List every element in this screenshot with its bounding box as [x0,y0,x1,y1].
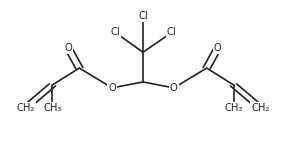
Text: CH₂: CH₂ [251,103,270,113]
Text: Cl: Cl [138,10,148,21]
Text: O: O [64,43,72,53]
Text: CH₃: CH₃ [225,103,243,113]
Text: O: O [170,83,178,93]
Text: Cl: Cl [167,27,177,37]
Text: O: O [214,43,222,53]
Text: O: O [108,83,116,93]
Text: CH₃: CH₃ [43,103,61,113]
Text: Cl: Cl [110,27,120,37]
Text: CH₂: CH₂ [16,103,35,113]
